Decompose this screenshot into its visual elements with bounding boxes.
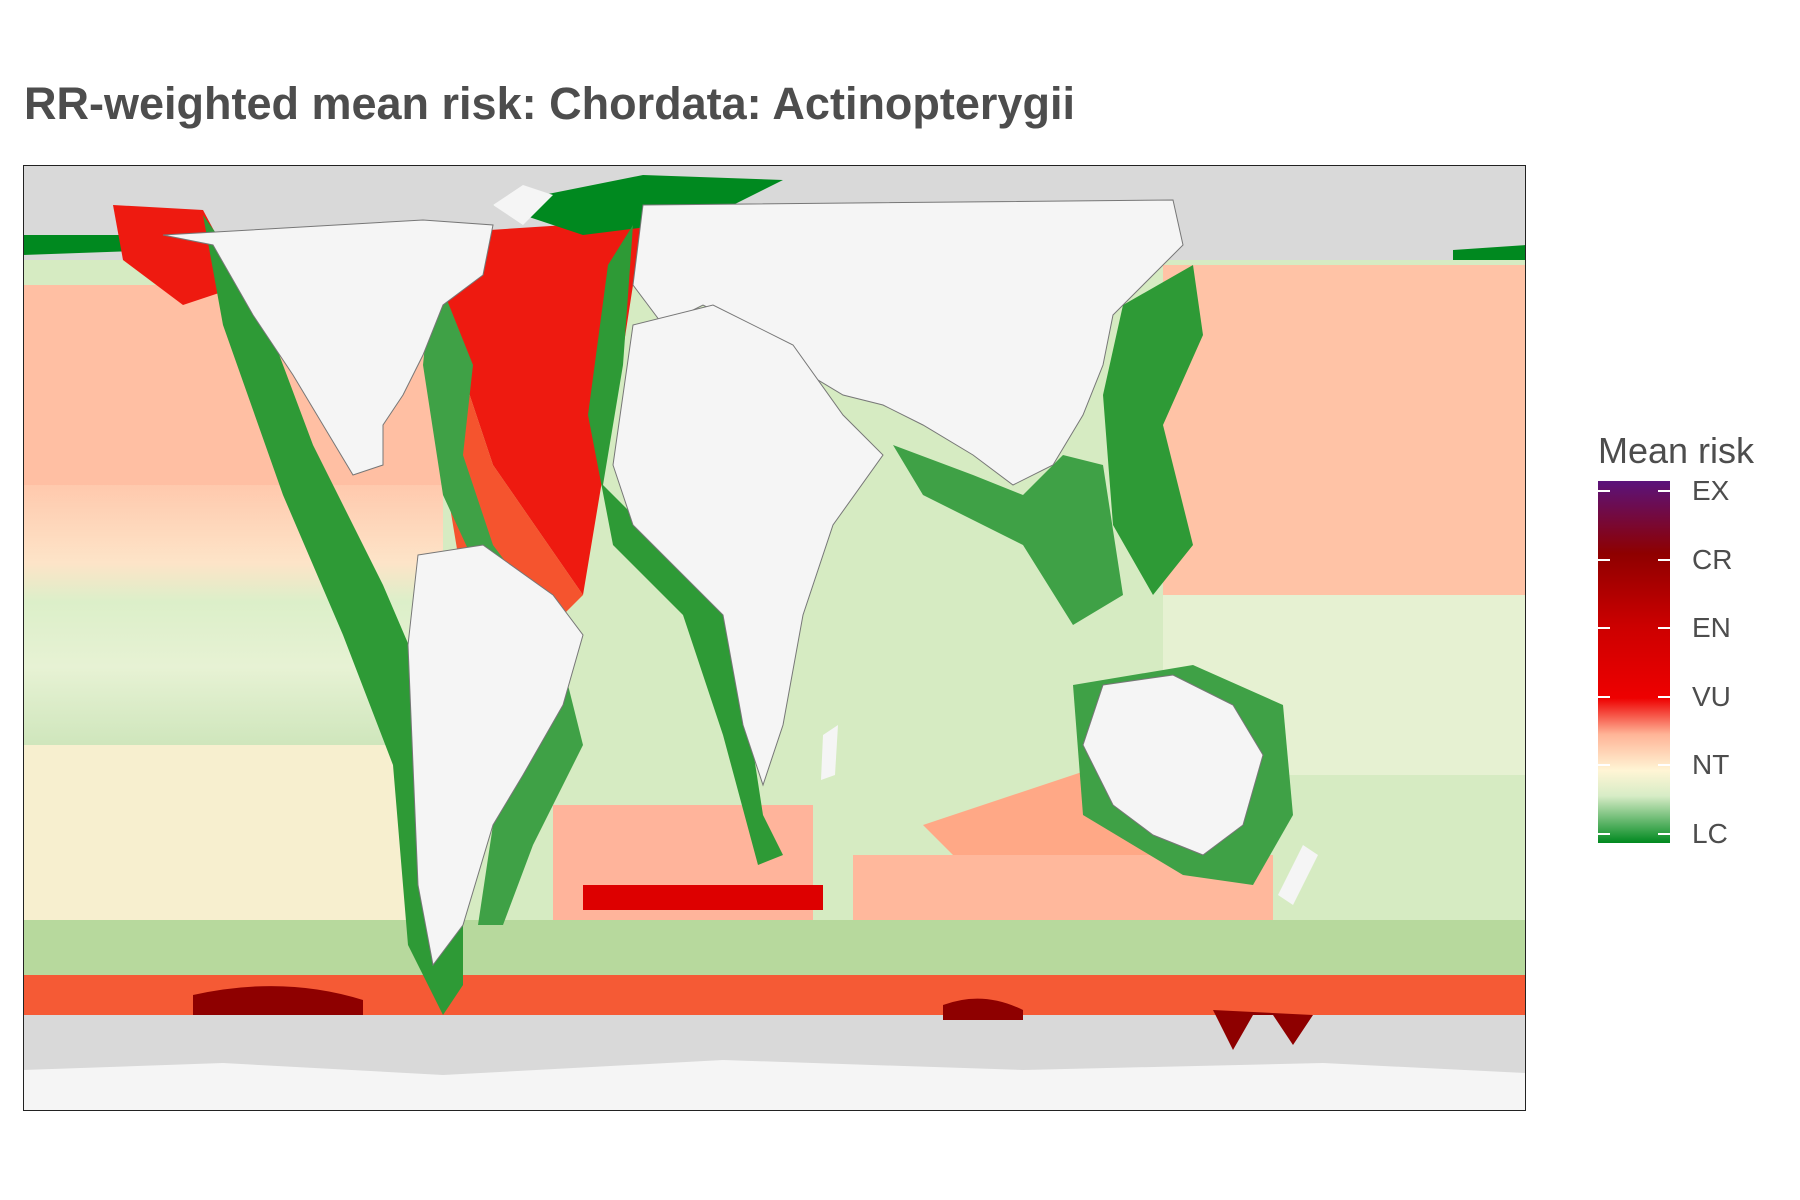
- legend-tick-nt-right: [1658, 764, 1670, 766]
- legend-label-ex: EX: [1692, 475, 1730, 506]
- legend-label-cr: CR: [1692, 544, 1733, 575]
- legend-label-en: EN: [1692, 612, 1731, 643]
- legend-tick-ex-right: [1658, 490, 1670, 492]
- legend-colorbar: [1598, 481, 1670, 843]
- legend-tick-vu-left: [1598, 696, 1610, 698]
- west-pacific-band: [1163, 265, 1526, 595]
- legend-tick-cr-right: [1658, 559, 1670, 561]
- greenland: [493, 185, 553, 225]
- madagascar: [821, 725, 838, 780]
- legend-tick-cr-left: [1598, 559, 1610, 561]
- north-america: [162, 219, 494, 476]
- coast-green-asia: [1103, 265, 1203, 595]
- legend-tick-en-left: [1598, 627, 1610, 629]
- coast-green-americas-west: [203, 215, 463, 1015]
- north-atlantic-red: [413, 220, 643, 595]
- coast-green-africa: [588, 225, 783, 865]
- legend-label-nt: NT: [1692, 749, 1730, 780]
- legend-tick-vu-right: [1658, 696, 1670, 698]
- legend-tick-en-right: [1658, 627, 1670, 629]
- southern-green-band: [23, 920, 1526, 975]
- new-zealand: [1278, 845, 1318, 905]
- world-risk-map[interactable]: [23, 165, 1526, 1111]
- legend-tick-nt-left: [1598, 764, 1610, 766]
- eurasia: [632, 199, 1184, 486]
- southern-deep-red: [193, 986, 1313, 1050]
- south-america: [407, 544, 584, 967]
- coast-green-indian: [893, 445, 1123, 625]
- chart-title: RR-weighted mean risk: Chordata: Actinop…: [24, 78, 1075, 129]
- australia: [1082, 674, 1264, 856]
- legend-title: Mean risk: [1598, 430, 1755, 471]
- legend-label-lc: LC: [1692, 818, 1728, 849]
- legend-label-vu: VU: [1692, 681, 1731, 712]
- africa: [612, 304, 884, 787]
- south-atlantic-red: [583, 885, 823, 910]
- legend-tick-ex-left: [1598, 490, 1610, 492]
- antarctica-land: [23, 1060, 1526, 1111]
- legend-tick-lc-left: [1598, 833, 1610, 835]
- legend-tick-lc-right: [1658, 833, 1670, 835]
